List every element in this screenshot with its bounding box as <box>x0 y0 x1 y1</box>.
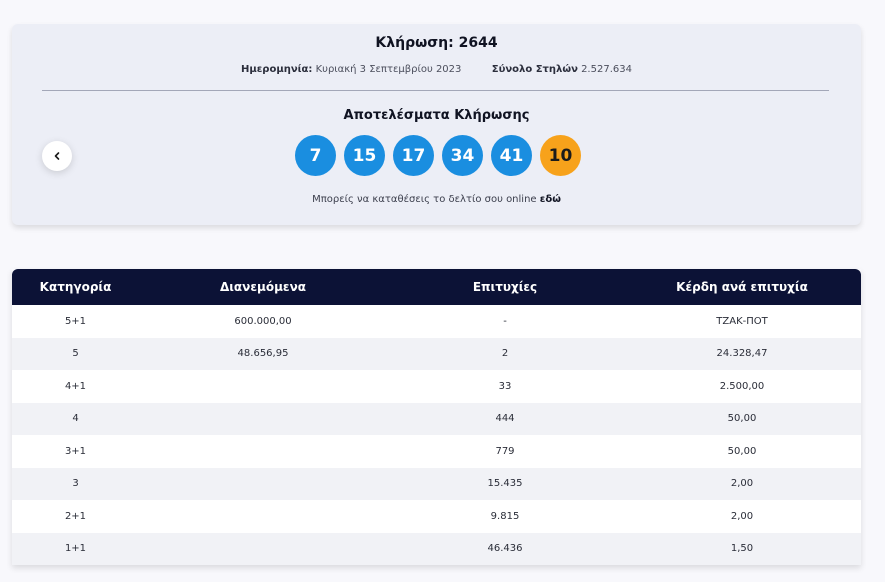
cell-winners: 779 <box>387 435 623 468</box>
cell-prize: 50,00 <box>623 435 861 468</box>
cell-prize: 2,00 <box>623 500 861 533</box>
deposit-link[interactable]: εδώ <box>539 194 561 205</box>
cell-pool: 48.656,95 <box>139 337 387 370</box>
joker-ball: 10 <box>540 135 581 176</box>
date-value: Κυριακή 3 Σεπτεμβρίου 2023 <box>315 64 462 75</box>
cell-prize: 50,00 <box>623 402 861 435</box>
previous-draw-button[interactable] <box>42 141 72 171</box>
cell-category: 4+1 <box>12 370 139 403</box>
number-ball: 17 <box>393 135 434 176</box>
cell-prize: 2,00 <box>623 467 861 500</box>
cell-category: 3+1 <box>12 435 139 468</box>
cell-category: 1+1 <box>12 532 139 565</box>
draw-meta: Ημερομηνία: Κυριακή 3 Σεπτεμβρίου 2023 Σ… <box>12 64 861 75</box>
cell-pool <box>139 467 387 500</box>
date-label: Ημερομηνία: <box>241 64 313 75</box>
table-row: 3 15.435 2,00 <box>12 467 861 500</box>
cell-winners: 46.436 <box>387 532 623 565</box>
draw-results-card: Κλήρωση: 2644 Ημερομηνία: Κυριακή 3 Σεπτ… <box>12 24 861 225</box>
header-winners: Επιτυχίες <box>387 269 623 305</box>
table-row: 4 444 50,00 <box>12 402 861 435</box>
header-prize: Κέρδη ανά επιτυχία <box>623 269 861 305</box>
cell-prize: ΤΖΑΚ-ΠΟΤ <box>623 305 861 338</box>
cell-pool <box>139 500 387 533</box>
table-row: 5 48.656,95 2 24.328,47 <box>12 337 861 370</box>
cell-prize: 1,50 <box>623 532 861 565</box>
cell-pool <box>139 402 387 435</box>
number-ball: 15 <box>344 135 385 176</box>
draw-title: Κλήρωση: 2644 <box>375 35 498 51</box>
deposit-note: Μπορείς να καταθέσεις το δελτίο σου onli… <box>12 194 861 205</box>
divider <box>42 90 829 91</box>
deposit-text: Μπορείς να καταθέσεις το δελτίο σου onli… <box>312 194 537 205</box>
table-row: 2+1 9.815 2,00 <box>12 500 861 533</box>
table-row: 4+1 33 2.500,00 <box>12 370 861 403</box>
table-row: 3+1 779 50,00 <box>12 435 861 468</box>
header-pool: Διανεμόμενα <box>139 269 387 305</box>
prize-table: Κατηγορία Διανεμόμενα Επιτυχίες Κέρδη αν… <box>12 269 861 565</box>
number-ball: 41 <box>491 135 532 176</box>
chevron-left-icon <box>54 152 60 160</box>
cell-prize: 2.500,00 <box>623 370 861 403</box>
cell-category: 3 <box>12 467 139 500</box>
cell-winners: - <box>387 305 623 338</box>
cell-winners: 33 <box>387 370 623 403</box>
cell-category: 4 <box>12 402 139 435</box>
number-ball: 34 <box>442 135 483 176</box>
cell-category: 2+1 <box>12 500 139 533</box>
cell-pool <box>139 370 387 403</box>
winning-numbers: 7 15 17 34 41 10 <box>295 135 581 176</box>
cell-pool: 600.000,00 <box>139 305 387 338</box>
cell-pool <box>139 532 387 565</box>
table-row: 1+1 46.436 1,50 <box>12 532 861 565</box>
cell-pool <box>139 435 387 468</box>
cell-prize: 24.328,47 <box>623 337 861 370</box>
cell-winners: 444 <box>387 402 623 435</box>
cell-category: 5+1 <box>12 305 139 338</box>
columns-label: Σύνολο Στηλών <box>491 64 578 75</box>
cell-category: 5 <box>12 337 139 370</box>
table-row: 5+1 600.000,00 - ΤΖΑΚ-ΠΟΤ <box>12 305 861 338</box>
header-category: Κατηγορία <box>12 269 139 305</box>
cell-winners: 2 <box>387 337 623 370</box>
cell-winners: 15.435 <box>387 467 623 500</box>
columns-value: 2.527.634 <box>581 64 632 75</box>
table-header-row: Κατηγορία Διανεμόμενα Επιτυχίες Κέρδη αν… <box>12 269 861 305</box>
cell-winners: 9.815 <box>387 500 623 533</box>
results-heading: Αποτελέσματα Κλήρωσης <box>343 108 530 123</box>
number-ball: 7 <box>295 135 336 176</box>
